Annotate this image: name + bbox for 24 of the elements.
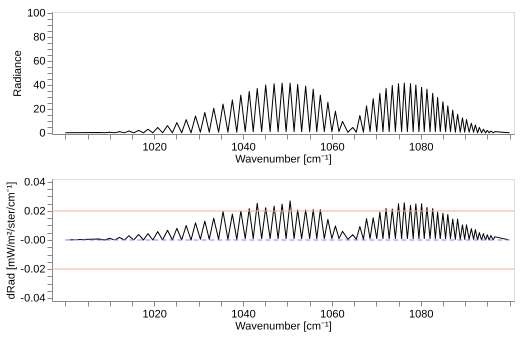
x-tick-label: 1060: [320, 142, 345, 154]
x-axis-title: Wavenumber [cm⁻¹]: [235, 320, 332, 332]
x-tick-label: 1060: [320, 308, 345, 320]
y-tick-label: 60: [33, 56, 46, 68]
y-tick-label: -0.02: [20, 264, 46, 276]
y-tick-label: 80: [33, 32, 46, 44]
line-series: [64, 82, 510, 134]
y-axis-title: Radiance: [12, 50, 24, 97]
x-tick-label: 1080: [408, 142, 434, 154]
x-tick-label: 1020: [142, 308, 167, 320]
x-axis-title: Wavenumber [cm⁻¹]: [235, 154, 332, 166]
y-tick-label: 0.02: [24, 205, 46, 218]
y-tick-label: 0.04: [24, 176, 46, 188]
y-tick-label: 100: [27, 8, 46, 20]
x-tick-label: 1040: [231, 308, 256, 320]
y-tick-label: -0.04: [20, 292, 46, 305]
x-tick-label: 1040: [231, 142, 256, 154]
y-tick-label: 0: [39, 127, 46, 140]
y-axis-title: dRad [mW/m²/ster/cm⁻¹]: [5, 182, 18, 300]
y-tick-label: 20: [33, 103, 46, 116]
x-tick-label: 1080: [408, 308, 434, 320]
x-tick-label: 1020: [142, 142, 167, 154]
y-tick-label: 40: [33, 79, 46, 92]
y-tick-label: -0.00: [20, 234, 46, 246]
